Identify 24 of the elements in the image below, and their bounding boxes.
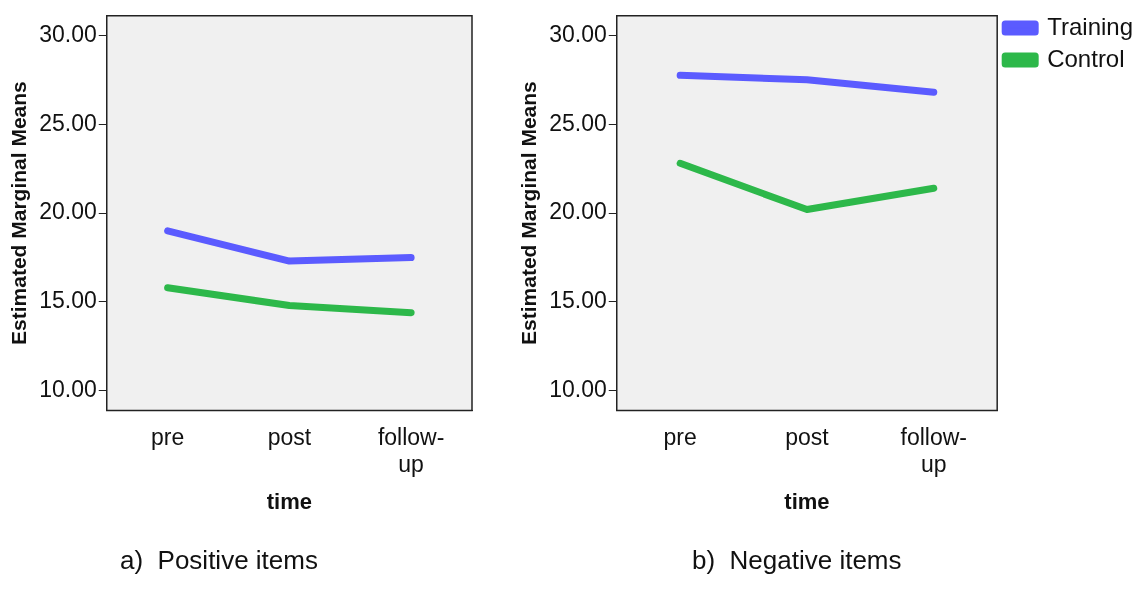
y-tick-label: 15.00 bbox=[39, 287, 97, 314]
y-tick-label: 10.00 bbox=[549, 376, 607, 403]
x-tick-label: follow-up bbox=[900, 423, 968, 478]
y-tick-label: 20.00 bbox=[39, 198, 97, 225]
text: a) Positive items bbox=[120, 545, 318, 576]
y-tick-label: 15.00 bbox=[549, 287, 607, 314]
x-tick-label: post bbox=[785, 423, 830, 450]
x-tick-label: follow-up bbox=[377, 423, 445, 478]
legend-label: Training bbox=[1047, 12, 1134, 40]
y-tick-label: 30.00 bbox=[39, 20, 97, 47]
x-axis-title: time bbox=[784, 488, 830, 514]
y-axis-title: Estimated Marginal Means bbox=[517, 81, 541, 345]
y-axis-title: Estimated Marginal Means bbox=[7, 81, 31, 345]
x-axis-title: time bbox=[266, 488, 312, 514]
legend-label: Control bbox=[1047, 44, 1125, 72]
x-tick-label: pre bbox=[663, 423, 697, 450]
y-tick-label: 25.00 bbox=[39, 109, 97, 136]
x-tick-label: post bbox=[267, 423, 312, 450]
x-tick-label: pre bbox=[151, 423, 185, 450]
y-tick-label: 10.00 bbox=[39, 376, 97, 403]
y-tick-label: 25.00 bbox=[549, 109, 607, 136]
y-tick-label: 20.00 bbox=[549, 198, 607, 225]
y-tick-label: 30.00 bbox=[549, 20, 607, 47]
text: b) Negative items bbox=[692, 545, 902, 576]
